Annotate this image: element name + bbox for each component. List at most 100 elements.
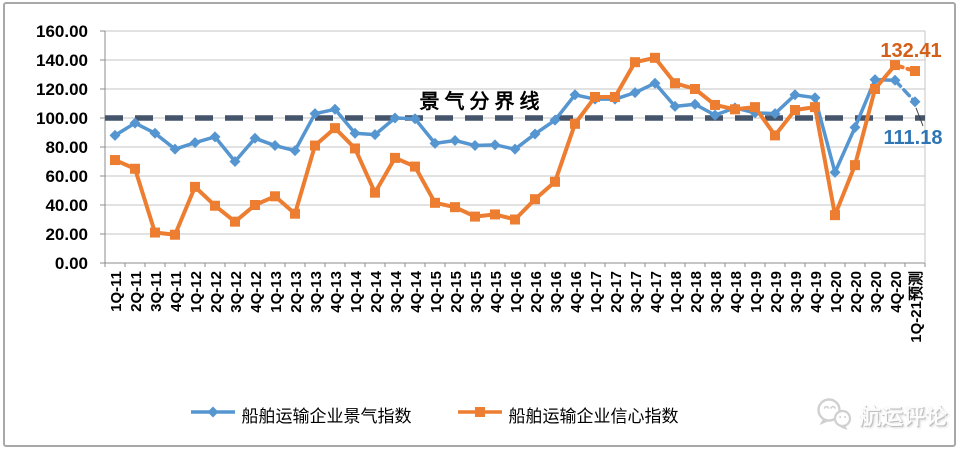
x-axis-label: 3Q-17 xyxy=(628,271,645,313)
confidence-marker xyxy=(750,102,760,113)
prosperity-marker xyxy=(549,114,561,126)
confidence-marker xyxy=(850,160,860,171)
x-axis-label: 4Q-15 xyxy=(488,271,505,313)
x-axis-label: 4Q-19 xyxy=(808,271,825,313)
confidence-marker xyxy=(530,194,540,205)
prosperity-marker xyxy=(849,121,861,133)
confidence-marker xyxy=(510,214,520,225)
confidence-marker xyxy=(830,210,840,221)
y-axis-label: 80.00 xyxy=(45,138,88,157)
y-axis-label: 20.00 xyxy=(45,225,88,244)
confidence-marker xyxy=(670,78,680,89)
x-axis-label: 2Q-11 xyxy=(128,271,145,312)
confidence-marker xyxy=(570,118,580,129)
legend-swatch-icon xyxy=(190,406,235,417)
legend-label-prosperity: 船舶运输企业景气指数 xyxy=(241,406,412,426)
prosperity-line xyxy=(113,77,897,175)
prosperity-marker xyxy=(629,87,641,99)
x-axis-label: 3Q-11 xyxy=(148,271,165,312)
prosperity-marker xyxy=(709,109,721,121)
x-axis-label: 3Q-12 xyxy=(228,271,245,313)
confidence-marker xyxy=(110,155,120,166)
x-axis-label: 1Q-11 xyxy=(108,271,125,312)
prosperity-forecast-segment xyxy=(893,78,917,104)
x-axis-label: 2Q-15 xyxy=(448,271,465,313)
prosperity-marker xyxy=(809,92,821,104)
confidence-marker xyxy=(770,130,780,141)
prosperity-marker xyxy=(369,129,381,141)
x-axis-label: 1Q-13 xyxy=(268,271,285,313)
x-axis-label: 1Q-20 xyxy=(828,271,845,313)
x-axis-label: 1Q-18 xyxy=(668,271,685,313)
prosperity-marker xyxy=(689,98,701,110)
legend-item-confidence-index: 船舶运输企业信心指数 xyxy=(457,402,679,427)
watermark: 航运评论 xyxy=(814,396,947,434)
prosperity-marker xyxy=(389,112,401,124)
confidence-marker xyxy=(590,91,600,102)
confidence-marker xyxy=(370,187,380,198)
prosperity-marker xyxy=(209,131,221,143)
confidence-marker xyxy=(410,161,420,172)
prosperity-marker xyxy=(769,108,781,120)
watermark-text: 航运评论 xyxy=(858,404,947,429)
x-axis-label: 4Q-16 xyxy=(568,271,585,313)
confidence-marker xyxy=(170,229,180,240)
confidence-marker xyxy=(230,216,240,227)
x-axis-label: 4Q-13 xyxy=(328,271,345,313)
prosperity-line-swatch-icon xyxy=(190,405,235,424)
prosperity-marker xyxy=(129,117,141,129)
confidence-marker xyxy=(450,202,460,213)
y-axis-label: 100.00 xyxy=(36,109,88,128)
confidence-marker xyxy=(250,200,260,210)
prosperity-marker xyxy=(909,96,921,108)
prosperity-marker xyxy=(269,140,281,152)
confidence-marker xyxy=(390,152,400,163)
x-axis-label: 2Q-16 xyxy=(528,271,545,313)
prosperity-marker xyxy=(649,77,661,89)
confidence-marker xyxy=(790,105,800,116)
confidence-marker xyxy=(210,200,220,211)
x-axis-label: 1Q-16 xyxy=(508,271,525,313)
confidence-marker xyxy=(330,123,340,134)
y-axis-label: 120.00 xyxy=(36,80,88,99)
confidence-marker xyxy=(150,227,160,238)
prosperity-marker xyxy=(169,143,181,155)
x-axis-label: 4Q-17 xyxy=(648,271,665,313)
boundary-line-label: 景气分界线 xyxy=(420,89,545,113)
x-axis-label: 1Q-21预测 xyxy=(907,271,925,343)
x-axis-label: 2Q-18 xyxy=(688,271,705,313)
confidence-marker xyxy=(890,60,900,71)
confidence-marker xyxy=(310,140,320,151)
prosperity-marker xyxy=(889,74,901,86)
x-axis-label: 2Q-20 xyxy=(848,271,865,313)
prosperity-marker xyxy=(489,139,501,151)
confidence-marker xyxy=(710,99,720,110)
prosperity-marker xyxy=(449,134,461,146)
confidence-marker xyxy=(810,102,820,113)
prosperity-marker xyxy=(349,127,361,139)
prosperity-marker xyxy=(669,100,681,112)
x-axis-label: 3Q-15 xyxy=(468,271,485,313)
x-axis-label: 3Q-20 xyxy=(868,271,885,313)
confidence-line xyxy=(113,55,897,237)
confidence-marker xyxy=(630,57,640,68)
confidence-marker xyxy=(470,211,480,222)
legend-item-prosperity-index: 船舶运输企业景气指数 xyxy=(190,402,412,427)
x-axis-label: 2Q-13 xyxy=(288,271,305,313)
x-axis-label: 4Q-18 xyxy=(728,271,745,313)
prosperity-marker xyxy=(289,145,301,157)
confidence-marker xyxy=(130,163,140,174)
confidence-marker xyxy=(190,181,200,192)
confidence-marker xyxy=(650,52,660,63)
confidence-marker xyxy=(690,84,700,94)
prosperity-marker xyxy=(569,89,581,101)
y-axis-label: 0.00 xyxy=(55,254,88,273)
x-axis-label: 2Q-14 xyxy=(368,270,385,312)
confidence-marker xyxy=(350,143,360,154)
prosperity-marker xyxy=(869,74,881,86)
x-axis-label: 1Q-19 xyxy=(748,271,765,313)
x-axis-label: 1Q-15 xyxy=(428,271,445,313)
prosperity-marker xyxy=(329,103,341,115)
prosperity-marker xyxy=(469,140,481,152)
